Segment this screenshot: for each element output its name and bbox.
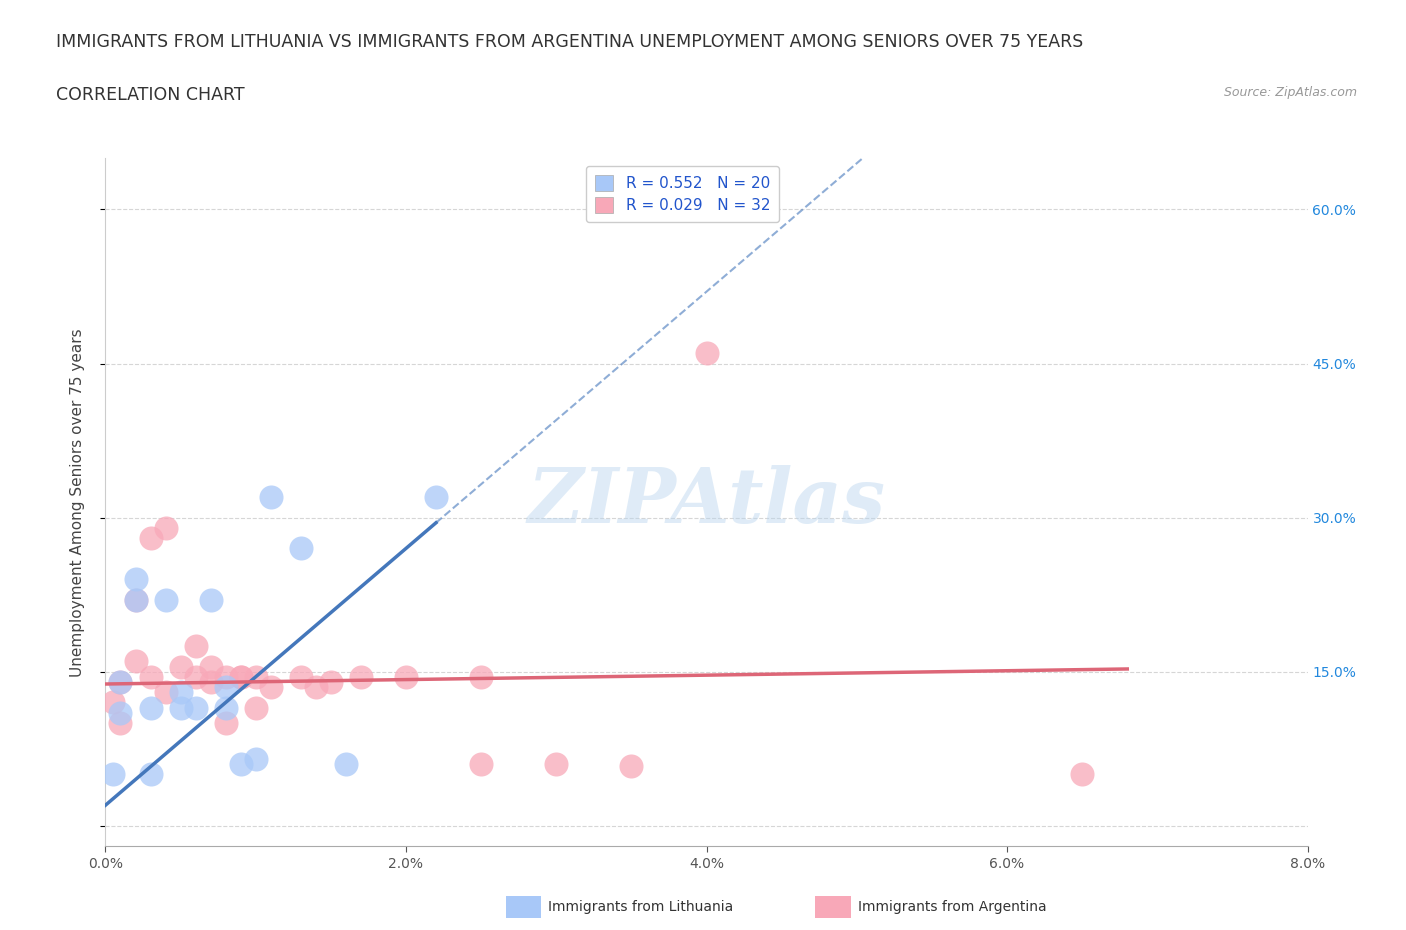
Point bbox=[1071, 767, 1094, 782]
Point bbox=[319, 674, 342, 689]
Point bbox=[245, 670, 267, 684]
Point bbox=[229, 670, 252, 684]
Point bbox=[214, 700, 236, 715]
Point bbox=[169, 684, 191, 699]
Point bbox=[200, 659, 222, 674]
Point bbox=[229, 670, 252, 684]
Text: CORRELATION CHART: CORRELATION CHART bbox=[56, 86, 245, 103]
Point bbox=[305, 680, 328, 695]
Point bbox=[155, 592, 177, 607]
Point bbox=[350, 670, 373, 684]
Point bbox=[245, 700, 267, 715]
Point bbox=[425, 489, 447, 504]
Text: Source: ZipAtlas.com: Source: ZipAtlas.com bbox=[1223, 86, 1357, 99]
Point bbox=[169, 700, 191, 715]
Point bbox=[696, 346, 718, 361]
Point bbox=[184, 670, 207, 684]
Point bbox=[124, 592, 146, 607]
Point bbox=[101, 695, 124, 710]
Point bbox=[155, 684, 177, 699]
Point bbox=[620, 759, 643, 774]
Point bbox=[214, 680, 236, 695]
Point bbox=[124, 592, 146, 607]
Point bbox=[260, 680, 283, 695]
Point bbox=[110, 715, 132, 730]
Point bbox=[335, 757, 357, 772]
Text: Immigrants from Argentina: Immigrants from Argentina bbox=[858, 899, 1046, 914]
Text: IMMIGRANTS FROM LITHUANIA VS IMMIGRANTS FROM ARGENTINA UNEMPLOYMENT AMONG SENIOR: IMMIGRANTS FROM LITHUANIA VS IMMIGRANTS … bbox=[56, 33, 1084, 50]
Text: Immigrants from Lithuania: Immigrants from Lithuania bbox=[548, 899, 734, 914]
Point bbox=[470, 670, 492, 684]
Point bbox=[169, 659, 191, 674]
Point bbox=[139, 700, 162, 715]
Point bbox=[124, 572, 146, 587]
Point bbox=[184, 639, 207, 654]
Point bbox=[139, 670, 162, 684]
Point bbox=[260, 489, 283, 504]
Text: ZIPAtlas: ZIPAtlas bbox=[527, 465, 886, 539]
Point bbox=[229, 757, 252, 772]
Point bbox=[200, 674, 222, 689]
Legend: R = 0.552   N = 20, R = 0.029   N = 32: R = 0.552 N = 20, R = 0.029 N = 32 bbox=[586, 166, 779, 222]
Point bbox=[101, 767, 124, 782]
Point bbox=[110, 705, 132, 720]
Point bbox=[470, 757, 492, 772]
Point bbox=[290, 670, 312, 684]
Point bbox=[139, 767, 162, 782]
Point bbox=[546, 757, 568, 772]
Point bbox=[214, 715, 236, 730]
Point bbox=[110, 674, 132, 689]
Point bbox=[139, 531, 162, 546]
Point bbox=[245, 751, 267, 766]
Point bbox=[200, 592, 222, 607]
Point bbox=[124, 654, 146, 669]
Point bbox=[214, 670, 236, 684]
Point bbox=[155, 521, 177, 536]
Y-axis label: Unemployment Among Seniors over 75 years: Unemployment Among Seniors over 75 years bbox=[70, 328, 84, 676]
Point bbox=[110, 674, 132, 689]
Point bbox=[184, 700, 207, 715]
Point bbox=[395, 670, 418, 684]
Point bbox=[290, 541, 312, 556]
